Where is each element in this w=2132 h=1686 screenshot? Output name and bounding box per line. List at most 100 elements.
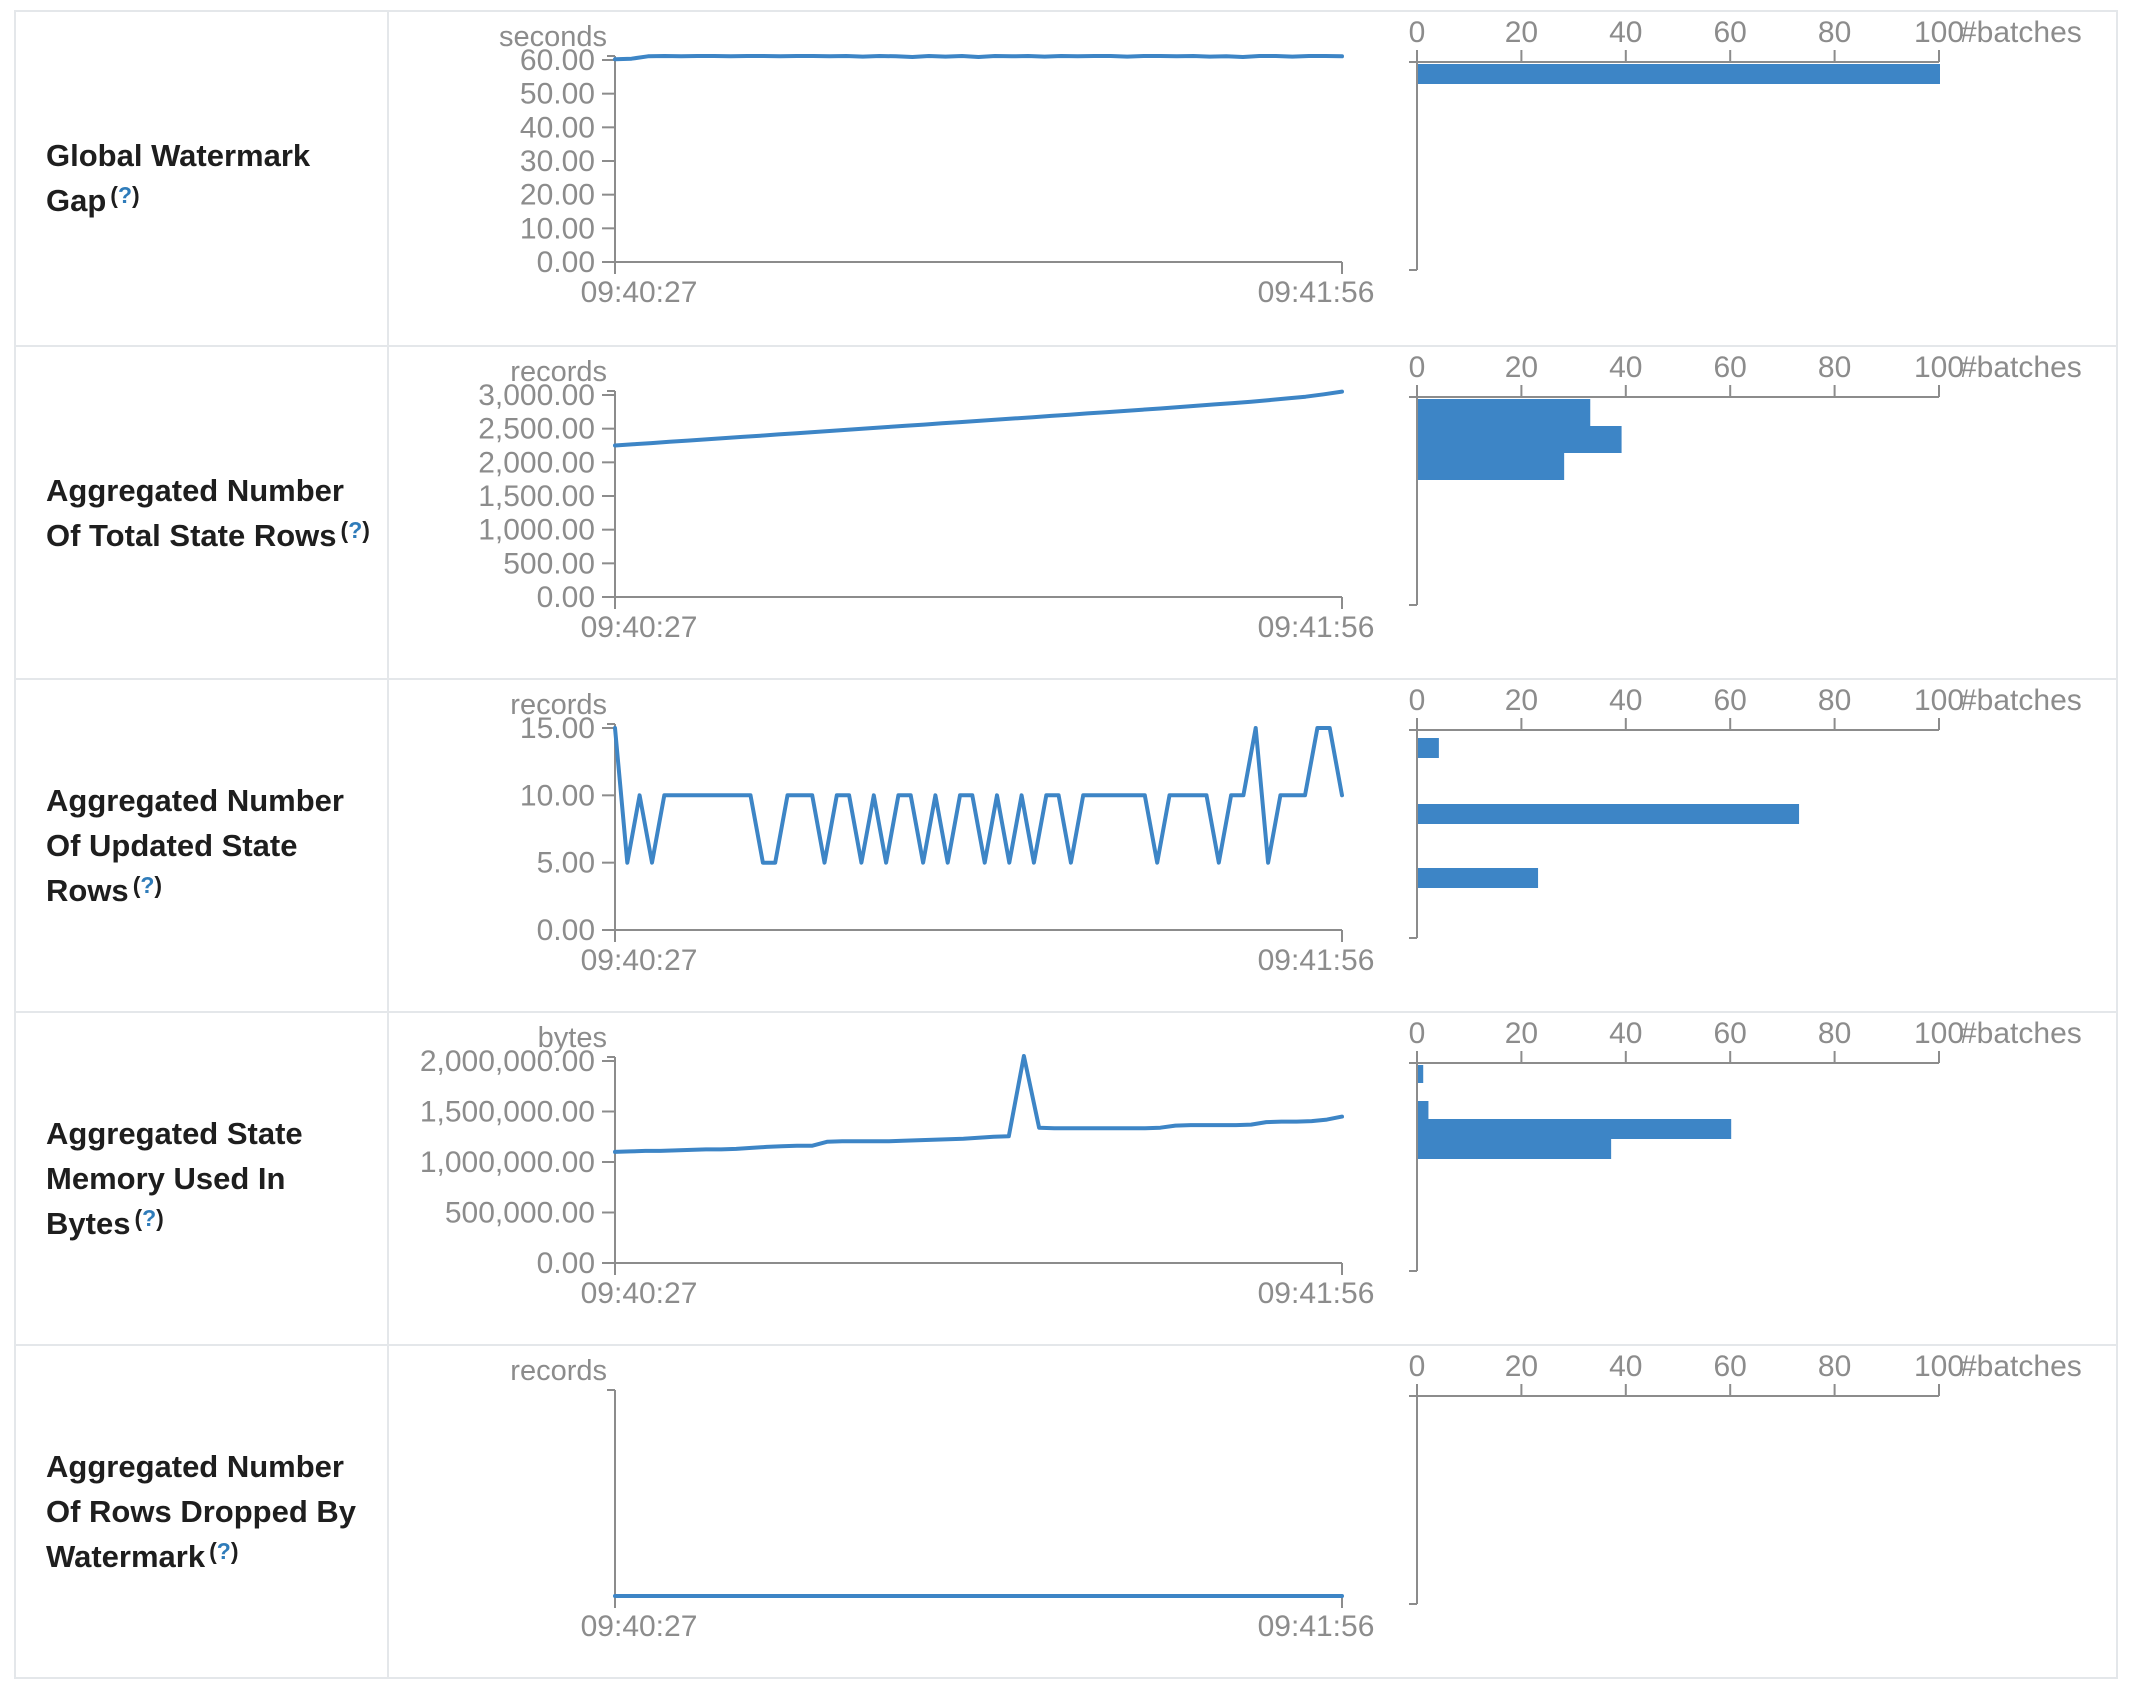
y-tick-label: 0.00 (537, 914, 595, 947)
hist-tick-label: 100 (1914, 351, 1964, 384)
y-tick-label: 0.00 (537, 581, 595, 614)
help-question-icon: ? (216, 1537, 231, 1564)
histogram-bar (1418, 1101, 1429, 1119)
metric-label-cell: Aggregated Number Of Total State Rows (?) (16, 347, 389, 680)
histogram-cell: 0 20 40 60 80 100 #batches (1400, 1013, 2116, 1346)
hist-tick-label: 20 (1505, 1350, 1538, 1383)
y-tick-label: 60.00 (520, 44, 595, 77)
y-tick-label: 2,000.00 (478, 446, 595, 479)
x-time-label-start: 09:40:27 (581, 1610, 698, 1643)
y-tick-label: 1,500,000.00 (420, 1096, 595, 1129)
help-tooltip-link[interactable]: (?) (340, 516, 370, 543)
metric-label-text: Aggregated Number Of Updated State Rows (46, 783, 344, 908)
y-tick-label: 40.00 (520, 111, 595, 144)
y-tick-label: 1,000.00 (478, 514, 595, 547)
unit-label: records (510, 1355, 607, 1387)
help-tooltip-link[interactable]: (?) (110, 181, 140, 208)
histogram-cell: 0 20 40 60 80 100 #batches (1400, 1346, 2116, 1679)
help-tooltip-link[interactable]: (?) (132, 871, 163, 898)
histogram-bar (1418, 738, 1439, 758)
batches-axis-label: #batches (1960, 684, 2082, 717)
hist-tick-label: 60 (1714, 16, 1747, 49)
hist-tick-label: 80 (1818, 16, 1851, 49)
hist-tick-label: 0 (1409, 1350, 1426, 1383)
y-tick-label: 1,000,000.00 (420, 1146, 595, 1179)
help-tooltip-link[interactable]: (?) (134, 1204, 164, 1231)
y-tick-label: 3,000.00 (478, 379, 595, 412)
help-tooltip-link[interactable]: (?) (209, 1537, 239, 1564)
metric-label-text: Aggregated Number Of Rows Dropped By Wat… (46, 1449, 357, 1574)
help-question-icon: ? (117, 181, 133, 208)
histogram-chart-global-watermark-gap: 0 20 40 60 80 100#batches (1409, 16, 2082, 271)
unit-label: bytes (538, 1022, 607, 1054)
unit-label: records (510, 356, 607, 388)
hist-tick-label: 0 (1409, 351, 1426, 384)
y-tick-label: 30.00 (520, 145, 595, 178)
histogram-cell: 0 20 40 60 80 100 #batches (1400, 680, 2116, 1013)
hist-tick-label: 20 (1505, 1017, 1538, 1050)
y-tick-label: 0.00 (537, 246, 595, 279)
y-tick-label: 2,000,000.00 (420, 1045, 595, 1078)
timeline-cell: records 3,000.00 2,500.00 2,000.00 1,500.00 1… (389, 347, 1400, 680)
hist-tick-label: 80 (1818, 1350, 1851, 1383)
x-time-label-end: 09:41:56 (1258, 1610, 1375, 1643)
metric-row-total-state-rows: Aggregated Number Of Total State Rows (?)… (16, 345, 2116, 680)
hist-tick-label: 40 (1609, 684, 1642, 717)
hist-tick-label: 80 (1818, 1017, 1851, 1050)
metric-label-cell: Aggregated Number Of Updated State Rows(… (16, 680, 389, 1013)
histogram-bar (1418, 1119, 1732, 1139)
hist-tick-label: 20 (1505, 351, 1538, 384)
metric-label-cell: Aggregated State Memory Used In Bytes (?) (16, 1013, 389, 1346)
histogram-bar (1418, 804, 1800, 824)
hist-tick-label: 0 (1409, 16, 1426, 49)
hist-tick-label: 100 (1914, 1350, 1964, 1383)
x-time-label-start: 09:40:27 (581, 1277, 698, 1310)
hist-tick-label: 80 (1818, 351, 1851, 384)
batches-axis-label: #batches (1960, 1350, 2082, 1383)
histogram-bar (1418, 1139, 1612, 1159)
metric-label-cell: Global Watermark Gap (?) (16, 12, 389, 345)
metric-label: Aggregated Number Of Rows Dropped By Wat… (46, 1445, 387, 1580)
x-time-label-start: 09:40:27 (581, 611, 698, 644)
metric-row-state-memory-used: Aggregated State Memory Used In Bytes (?)… (16, 1011, 2116, 1346)
hist-tick-label: 60 (1714, 684, 1747, 717)
y-tick-label: 1,500.00 (478, 480, 595, 513)
help-question-icon: ? (142, 1204, 157, 1231)
x-time-label-start: 09:40:27 (581, 276, 698, 309)
timeline-line (613, 1054, 1344, 1154)
y-tick-label: 2,500.00 (478, 413, 595, 446)
hist-tick-label: 100 (1914, 684, 1964, 717)
metric-label: Aggregated State Memory Used In Bytes (?) (46, 1112, 387, 1247)
x-time-label-end: 09:41:56 (1258, 1277, 1375, 1310)
metric-row-global-watermark-gap: Global Watermark Gap (?) seconds 60.00 50.0… (16, 12, 2116, 345)
timeline-chart-total-state-rows: records3,000.002,500.002,000.001,500.001… (478, 356, 1374, 644)
x-time-label-end: 09:41:56 (1258, 944, 1375, 977)
histogram-bar (1418, 426, 1622, 453)
timeline-cell: records 15.00 10.00 5.00 0.00 09:40:27 09:41:5… (389, 680, 1400, 1013)
y-tick-label: 50.00 (520, 78, 595, 111)
y-tick-label: 0.00 (537, 1247, 595, 1280)
histogram-chart-state-memory-used: 0 20 40 60 80 100#batches (1409, 1017, 2082, 1272)
hist-tick-label: 20 (1505, 16, 1538, 49)
histogram-chart-rows-dropped-by-watermark: 0 20 40 60 80 100#batches (1409, 1350, 2082, 1605)
y-tick-label: 10.00 (520, 212, 595, 245)
y-tick-label: 10.00 (520, 779, 595, 812)
hist-tick-label: 100 (1914, 1017, 1964, 1050)
metric-label: Global Watermark Gap (?) (46, 134, 387, 224)
metric-label-text: Aggregated Number Of Total State Rows (46, 472, 344, 553)
hist-tick-label: 60 (1714, 1350, 1747, 1383)
hist-tick-label: 60 (1714, 351, 1747, 384)
y-tick-label: 20.00 (520, 179, 595, 212)
metric-label: Aggregated Number Of Total State Rows (?) (46, 469, 387, 559)
batches-axis-label: #batches (1960, 351, 2082, 384)
metrics-table: Global Watermark Gap (?) seconds 60.00 50.0… (14, 10, 2118, 1679)
histogram-bar (1418, 453, 1565, 480)
hist-tick-label: 80 (1818, 684, 1851, 717)
histogram-chart-total-state-rows: 0 20 40 60 80 100#batches (1409, 351, 2082, 606)
x-time-label-start: 09:40:27 (581, 944, 698, 977)
timeline-chart-global-watermark-gap: seconds60.0050.0040.0030.0020.0010.000.0… (499, 21, 1374, 309)
histogram-bar (1418, 64, 1940, 84)
timeline-line (613, 726, 1344, 865)
histogram-chart-updated-state-rows: 0 20 40 60 80 100#batches (1409, 684, 2082, 939)
